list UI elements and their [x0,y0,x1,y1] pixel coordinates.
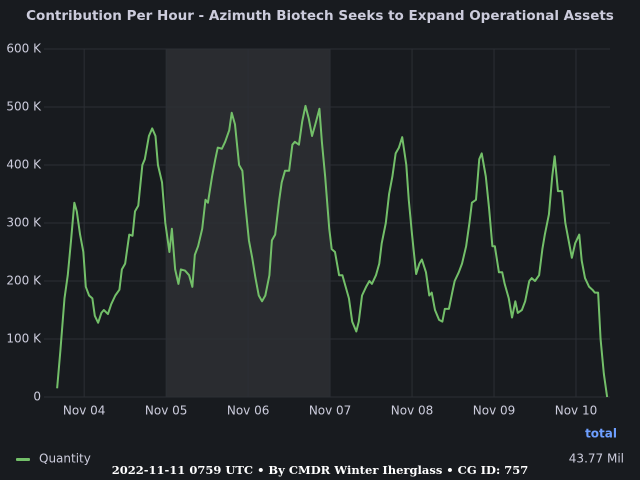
legend-header: total [585,427,617,441]
x-tick-label: Nov 06 [227,404,270,418]
y-tick-label: 500 K [6,100,42,114]
x-tick-label: Nov 09 [473,404,516,418]
legend-label: Quantity [39,452,91,466]
x-tick-label: Nov 05 [145,404,188,418]
y-tick-label: 300 K [6,216,42,230]
y-tick-label: 200 K [6,274,42,288]
y-tick-label: 100 K [6,332,42,346]
legend-total: 43.77 Mil [569,452,624,466]
y-tick-label: 600 K [6,42,42,56]
x-tick-label: Nov 04 [63,404,106,418]
x-tick-label: Nov 10 [555,404,598,418]
footer: 2022-11-11 0759 UTC • By CMDR Winter Ihe… [112,463,529,477]
line [56,104,609,398]
x-tick-label: Nov 07 [309,404,352,418]
y-tick-label: 400 K [6,158,42,172]
chart-title: Contribution Per Hour - Azimuth Biotech … [26,8,614,24]
y-tick-label: 0 [33,390,41,404]
x-tick-label: Nov 08 [391,404,434,418]
legend-swatch [16,458,30,461]
